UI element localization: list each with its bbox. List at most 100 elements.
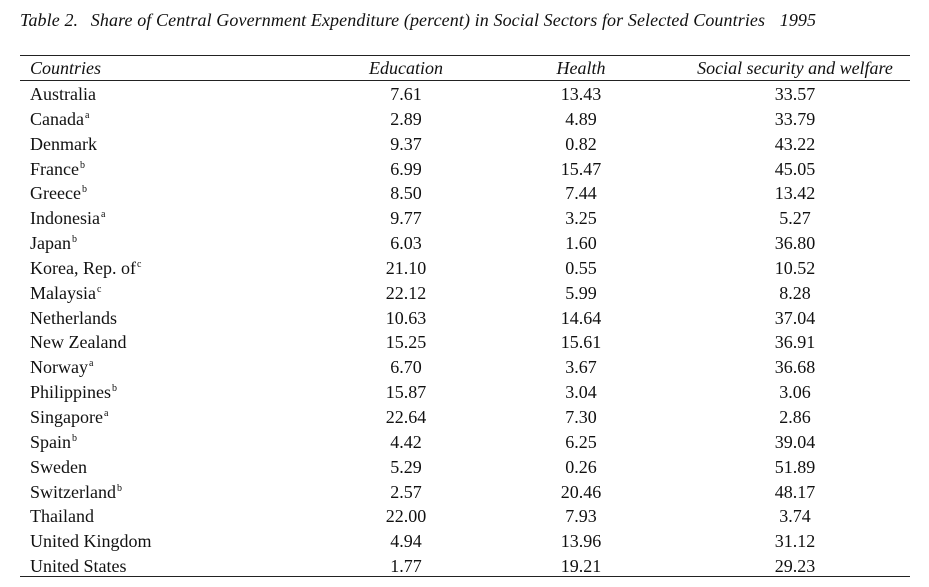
country-cell: Denmark <box>20 132 330 157</box>
country-name: Thailand <box>30 506 94 527</box>
social-security-cell: 29.23 <box>774 556 816 577</box>
country-cell: United States <box>20 554 330 579</box>
education-cell: 15.87 <box>385 382 427 403</box>
country-name: Malaysia <box>30 282 96 303</box>
table-row: Philippinesb 15.87 3.04 3.06 <box>20 380 910 405</box>
country-name: Spain <box>30 431 72 452</box>
country-name: Indonesia <box>30 208 100 229</box>
social-security-cell: 51.89 <box>774 456 816 477</box>
country-cell: Greeceb <box>20 181 330 206</box>
health-cell: 1.60 <box>565 233 597 254</box>
health-cell: 7.30 <box>565 406 597 427</box>
table-row: Canadaa 2.89 4.89 33.79 <box>20 107 910 132</box>
social-security-cell: 10.52 <box>774 257 816 278</box>
education-cell: 7.61 <box>390 84 422 104</box>
country-name: Sweden <box>30 456 87 477</box>
country-cell: Malaysiac <box>20 281 330 306</box>
table-row: United States 1.77 19.21 29.23 <box>20 554 910 579</box>
country-name: Greece <box>30 183 81 204</box>
table-year: 1995 <box>779 10 817 30</box>
table-row: United Kingdom 4.94 13.96 31.12 <box>20 529 910 554</box>
health-cell: 3.04 <box>565 382 597 403</box>
country-cell: Franceb <box>20 157 330 182</box>
country-cell: United Kingdom <box>20 529 330 554</box>
health-cell: 19.21 <box>560 556 602 577</box>
footnote-marker: b <box>116 482 122 494</box>
education-cell: 9.77 <box>390 208 422 229</box>
column-header-health: Health <box>556 58 606 78</box>
column-header-social-security: Social security and welfare <box>697 58 893 78</box>
header-row: Countries Education Health Social securi… <box>20 57 910 80</box>
table-row: Japanb 6.03 1.60 36.80 <box>20 231 910 256</box>
footnote-marker: a <box>100 209 106 221</box>
country-cell: Spainb <box>20 430 330 455</box>
social-security-cell: 5.27 <box>779 208 811 229</box>
education-cell: 8.50 <box>390 183 422 204</box>
social-security-cell: 45.05 <box>774 158 816 179</box>
table-row: Thailand 22.00 7.93 3.74 <box>20 504 910 529</box>
footnote-marker: b <box>81 184 87 196</box>
table-row: Korea, Rep. ofc 21.10 0.55 10.52 <box>20 256 910 281</box>
footnote-marker: a <box>84 109 90 121</box>
health-cell: 7.44 <box>565 183 597 204</box>
social-security-cell: 43.22 <box>774 133 816 154</box>
country-cell: Japanb <box>20 231 330 256</box>
country-name: United States <box>30 556 127 577</box>
social-security-cell: 8.28 <box>779 282 811 303</box>
health-cell: 20.46 <box>560 481 602 502</box>
table-row: Sweden 5.29 0.26 51.89 <box>20 455 910 480</box>
footnote-marker: b <box>72 432 78 444</box>
table-row: Indonesiaa 9.77 3.25 5.27 <box>20 206 910 231</box>
health-cell: 0.82 <box>565 133 597 154</box>
country-cell: New Zealand <box>20 330 330 355</box>
table-caption: Table 2. Share of Central Government Exp… <box>20 10 816 31</box>
education-cell: 2.57 <box>390 481 422 502</box>
health-cell: 6.25 <box>565 431 597 452</box>
education-cell: 4.94 <box>390 531 422 552</box>
footnote-marker: a <box>103 407 109 419</box>
health-cell: 15.61 <box>560 332 602 353</box>
education-cell: 10.63 <box>385 307 427 328</box>
education-cell: 1.77 <box>390 556 422 577</box>
social-security-cell: 36.91 <box>774 332 816 353</box>
education-cell: 6.70 <box>390 357 422 378</box>
health-cell: 4.89 <box>565 108 597 129</box>
footnote-marker: c <box>96 283 102 295</box>
country-cell: Korea, Rep. ofc <box>20 256 330 281</box>
country-cell: Thailand <box>20 504 330 529</box>
country-name: Denmark <box>30 133 97 154</box>
social-security-cell: 36.80 <box>774 233 816 254</box>
footnote-marker: a <box>88 358 94 370</box>
social-security-cell: 37.04 <box>774 307 816 328</box>
education-cell: 4.42 <box>390 431 422 452</box>
health-cell: 13.43 <box>560 84 602 104</box>
education-cell: 22.12 <box>385 282 427 303</box>
country-cell: Sweden <box>20 455 330 480</box>
expenditure-table: Countries Education Health Social securi… <box>20 57 910 579</box>
health-cell: 3.67 <box>565 357 597 378</box>
table-row: Australia 7.61 13.43 33.57 <box>20 80 910 107</box>
health-cell: 14.64 <box>560 307 602 328</box>
table-row: Malaysiac 22.12 5.99 8.28 <box>20 281 910 306</box>
social-security-cell: 3.06 <box>779 382 811 403</box>
footnote-marker: b <box>71 234 77 246</box>
health-cell: 5.99 <box>565 282 597 303</box>
country-name: United Kingdom <box>30 531 152 552</box>
social-security-cell: 2.86 <box>779 406 811 427</box>
country-name: Philippines <box>30 382 112 403</box>
health-cell: 15.47 <box>560 158 602 179</box>
social-security-cell: 33.57 <box>774 84 816 104</box>
country-cell: Philippinesb <box>20 380 330 405</box>
country-name: Australia <box>30 84 96 104</box>
social-security-cell: 13.42 <box>774 183 816 204</box>
social-security-cell: 33.79 <box>774 108 816 129</box>
education-cell: 22.00 <box>385 506 427 527</box>
country-name: Switzerland <box>30 481 116 502</box>
country-cell: Norwaya <box>20 355 330 380</box>
education-cell: 5.29 <box>390 456 422 477</box>
table-row: Switzerlandb 2.57 20.46 48.17 <box>20 480 910 505</box>
table-row: Franceb 6.99 15.47 45.05 <box>20 157 910 182</box>
table-row: Greeceb 8.50 7.44 13.42 <box>20 181 910 206</box>
column-header-education: Education <box>369 58 443 78</box>
top-rule <box>20 55 910 56</box>
